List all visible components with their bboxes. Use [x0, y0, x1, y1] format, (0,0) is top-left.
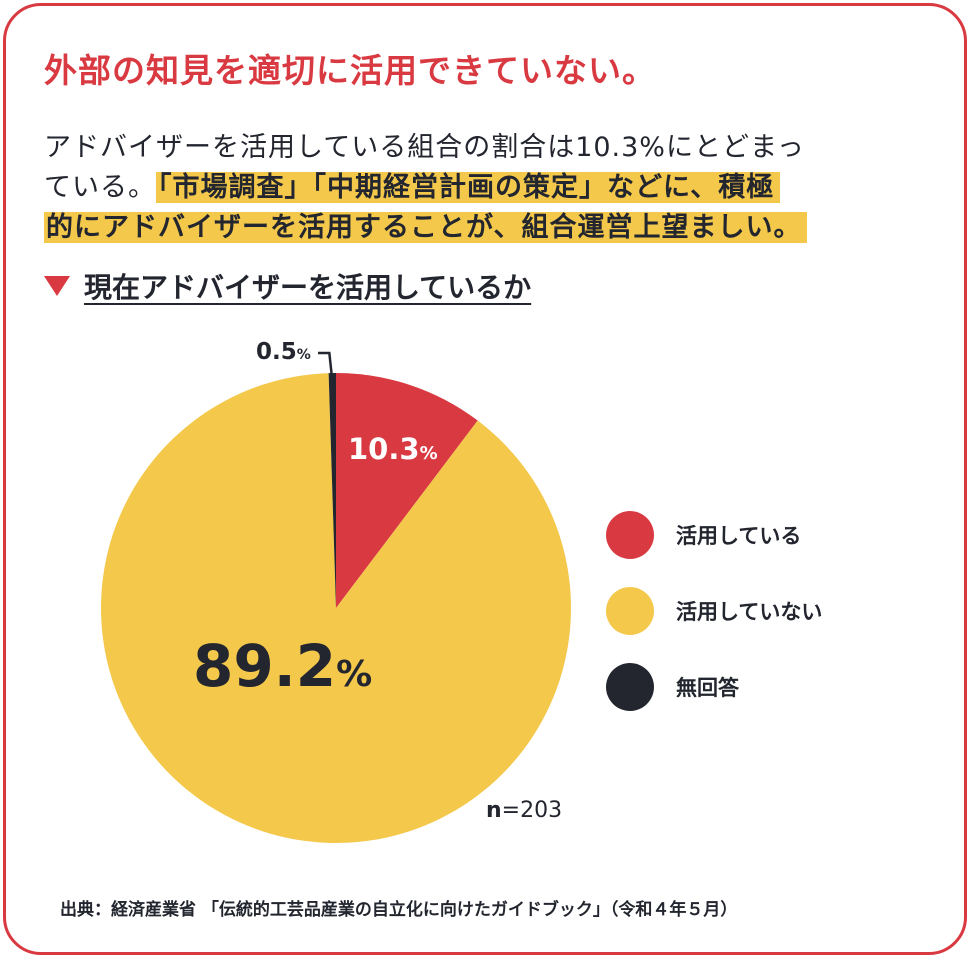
- body-line-3: 的にアドバイザーを活用することが、組合運営上望ましい。: [44, 208, 924, 248]
- body-text: アドバイザーを活用している組合の割合は10.3%にとどまっ ている。「市場調査」…: [44, 128, 924, 248]
- section-title-text: 現在アドバイザーを活用しているか: [84, 271, 532, 304]
- chart-legend: 活用している 活用していない 無回答: [606, 510, 822, 738]
- triangle-down-icon: [44, 276, 70, 296]
- legend-item-not-using: 活用していない: [606, 586, 822, 636]
- legend-label-using: 活用している: [676, 524, 802, 548]
- body-line-1: アドバイザーを活用している組合の割合は10.3%にとどまっ: [44, 132, 805, 163]
- body-line-2: ている。「市場調査」「中期経営計画の策定」などに、積極: [44, 168, 924, 208]
- source-citation: 出典：経済産業省 「伝統的工芸品産業の自立化に向けたガイドブック」（令和４年５月…: [60, 900, 738, 920]
- leader-line-no-answer: [318, 351, 334, 382]
- legend-item-using: 活用している: [606, 510, 822, 560]
- pie-slice-no-answer: [328, 373, 336, 608]
- body-highlight-2: 的にアドバイザーを活用することが、組合運営上望ましい。: [44, 212, 808, 243]
- body-line-2-plain: ている。: [44, 172, 156, 203]
- section-title: 現在アドバイザーを活用しているか: [44, 266, 531, 306]
- body-highlight-1: 「市場調査」「中期経営計画の策定」などに、積極: [156, 172, 781, 203]
- data-label-no-answer: 0.5%: [256, 339, 311, 365]
- legend-item-no-answer: 無回答: [606, 662, 822, 712]
- legend-swatch-not-using: [606, 587, 654, 635]
- pie-slice-using: [336, 373, 478, 608]
- data-label-using: 10.3%: [348, 432, 438, 466]
- legend-swatch-using: [606, 511, 654, 559]
- legend-swatch-no-answer: [606, 663, 654, 711]
- legend-label-no-answer: 無回答: [676, 676, 739, 700]
- legend-label-not-using: 活用していない: [676, 600, 823, 624]
- headline: 外部の知見を適切に活用できていない。: [44, 51, 656, 90]
- sample-size-label: n=203: [486, 798, 562, 823]
- data-label-not-using: 89.2%: [193, 632, 372, 700]
- pie-slice-not-using: [100, 373, 571, 843]
